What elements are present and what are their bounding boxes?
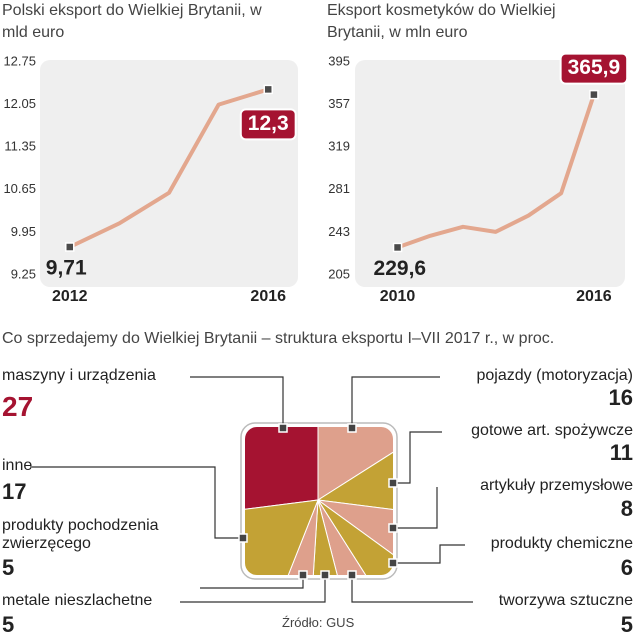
value-label: 9,71: [46, 257, 87, 280]
chart-title: Eksport kosmetyków do Wielkiej Brytanii,…: [327, 2, 556, 41]
value-label: 16: [608, 385, 633, 410]
pie-slice: [317, 427, 393, 501]
y-tick-label: 395: [328, 53, 350, 68]
legend-label: gotowe art. spożywcze: [471, 422, 633, 439]
value-label: 11: [609, 440, 633, 465]
y-tick-label: 205: [328, 266, 350, 281]
y-tick-label: 9.25: [11, 266, 36, 281]
leader-line: [351, 376, 440, 428]
x-tick-label: 2016: [250, 288, 286, 305]
point-marker: [589, 89, 599, 100]
leader-marker: [278, 423, 288, 433]
y-tick-label: 11.35: [4, 139, 36, 154]
leader-marker: [347, 570, 357, 580]
source: Źródło: GUS: [282, 615, 355, 630]
legend-label: produkty chemiczne: [490, 535, 633, 552]
y-tick-label: 357: [328, 96, 350, 111]
leader-line: [180, 575, 326, 603]
legend-label: pojazdy (motoryzacja): [476, 367, 634, 384]
pie-slice: [316, 441, 393, 515]
y-tick-label: 281: [328, 181, 350, 196]
value-label: 27: [2, 391, 34, 422]
value-label-box: [559, 52, 629, 85]
legend-label: produkty pochodzenia zwierzęcego: [2, 517, 159, 552]
legend-label: tworzywa sztuczne: [498, 592, 633, 609]
value-label-box: [239, 108, 297, 141]
x-tick-label: 2016: [576, 288, 612, 305]
leader-marker: [388, 558, 398, 568]
pie-slice: [277, 499, 319, 575]
leader-marker: [298, 570, 308, 580]
leader-marker: [238, 533, 248, 543]
x-tick-label: 2010: [380, 288, 416, 305]
leader-line: [190, 376, 284, 428]
legend-label: artykuły przemysłowe: [480, 477, 633, 494]
chart-title: Polski eksport do Wielkiej Brytanii, w m…: [2, 2, 262, 41]
legend-label: inne: [2, 457, 33, 474]
pie-slice: [245, 499, 319, 575]
y-tick-label: 9.95: [11, 224, 36, 239]
value-label: 12,3: [248, 112, 289, 135]
chart-title: Co sprzedajemy do Wielkiej Brytanii – st…: [2, 330, 555, 347]
legend-label: metale nieszlachetne: [2, 592, 153, 609]
value-label: 229,6: [374, 257, 427, 280]
leader-marker: [388, 478, 398, 488]
pie-slice: [310, 499, 346, 575]
leader-marker: [388, 523, 398, 533]
line: [396, 93, 596, 250]
value-label: 365,9: [568, 56, 621, 79]
pie-slice: [245, 427, 319, 515]
y-tick-label: 12.05: [3, 96, 36, 111]
line: [68, 87, 269, 249]
y-tick-label: 243: [328, 224, 350, 239]
leader-marker: [347, 423, 357, 433]
y-tick-label: 319: [328, 139, 350, 154]
leader-line: [393, 487, 438, 529]
value-label: 5: [620, 612, 633, 637]
value-label: 5: [2, 555, 15, 580]
pie-slice: [317, 499, 377, 575]
leader-line: [30, 466, 243, 539]
point-marker: [65, 242, 75, 252]
y-tick-label: 12.75: [3, 53, 36, 68]
pie-slice: [317, 499, 393, 575]
value-label: 17: [2, 479, 27, 504]
plot-area: [355, 60, 625, 287]
value-label: 6: [620, 555, 633, 580]
value-label: 8: [620, 496, 633, 521]
leader-line: [393, 544, 465, 564]
x-tick-label: 2012: [52, 288, 88, 305]
legend-label: maszyny i urządzenia: [2, 367, 156, 384]
leader-line: [393, 431, 442, 484]
y-tick-label: 10.65: [3, 181, 36, 196]
pie-slice: [317, 499, 393, 565]
point-marker: [263, 84, 273, 95]
leader-line: [351, 575, 473, 603]
value-label: 5: [2, 612, 15, 637]
leader-marker: [320, 570, 330, 580]
point-marker: [392, 242, 403, 253]
